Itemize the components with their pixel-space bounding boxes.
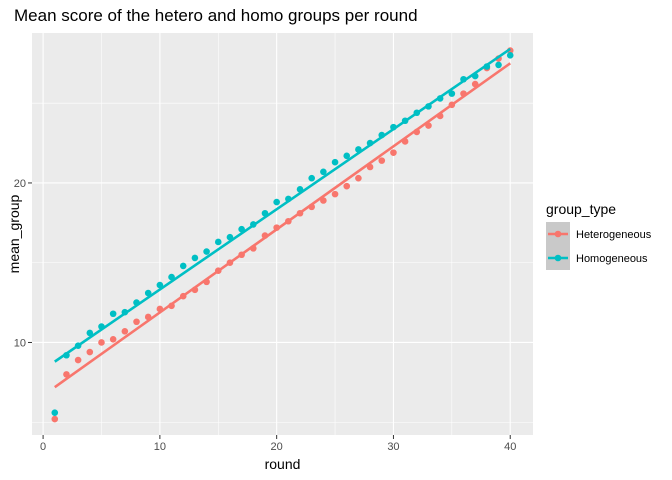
data-point: [331, 190, 339, 198]
data-point: [109, 310, 117, 318]
data-point: [355, 174, 362, 182]
chart-title: Mean score of the hetero and homo groups…: [14, 6, 418, 25]
legend: group_type Heterogeneous Homogeneous: [546, 201, 652, 270]
data-point: [168, 273, 175, 281]
data-point: [51, 415, 59, 423]
data-point: [133, 318, 140, 326]
data-point: [86, 348, 94, 356]
x-tick-label: 10: [154, 441, 166, 453]
data-point: [179, 262, 187, 270]
y-tick-label: 20: [14, 178, 26, 190]
data-point: [343, 182, 351, 190]
data-point: [378, 157, 386, 164]
data-point: [448, 90, 456, 97]
legend-title: group_type: [546, 201, 616, 217]
data-point: [51, 409, 59, 416]
data-point: [74, 356, 82, 364]
series-layer: [51, 47, 514, 423]
x-tick-label: 30: [387, 441, 399, 453]
y-tick-label: 10: [14, 337, 26, 349]
data-point: [390, 149, 397, 156]
data-point: [495, 61, 502, 69]
series-heterogeneous: [51, 47, 514, 423]
data-point: [343, 152, 351, 160]
data-point: [320, 168, 327, 176]
legend-item-homogeneous: Homogeneous: [546, 246, 648, 270]
legend-key-point: [554, 254, 562, 262]
data-point: [273, 198, 280, 206]
x-tick-label: 20: [271, 441, 283, 453]
axes: 0 10 20 30 40 10 20: [14, 178, 517, 453]
data-point: [506, 52, 514, 59]
data-point: [109, 335, 117, 343]
data-point: [156, 281, 164, 289]
legend-label: Homogeneous: [576, 253, 648, 265]
data-point: [63, 371, 70, 378]
data-point: [98, 339, 105, 346]
data-point: [203, 248, 210, 255]
legend-key-point: [554, 230, 562, 238]
data-point: [121, 328, 129, 335]
legend-item-heterogeneous: Heterogeneous: [546, 222, 652, 246]
legend-label: Heterogeneous: [576, 229, 652, 241]
y-axis-title: mean_group: [6, 194, 22, 273]
x-tick-label: 40: [504, 441, 516, 453]
data-point: [191, 254, 199, 262]
plot-panel: [32, 33, 533, 435]
series-homogeneous: [51, 47, 514, 416]
x-axis-title: round: [265, 456, 301, 472]
data-point: [331, 158, 339, 166]
grid: [32, 33, 533, 435]
data-point: [86, 329, 94, 337]
data-point: [144, 289, 152, 297]
data-point: [308, 174, 315, 182]
trend-line: [54, 47, 511, 363]
x-tick-label: 0: [40, 441, 46, 453]
trend-line: [54, 62, 511, 389]
data-point: [214, 238, 222, 246]
